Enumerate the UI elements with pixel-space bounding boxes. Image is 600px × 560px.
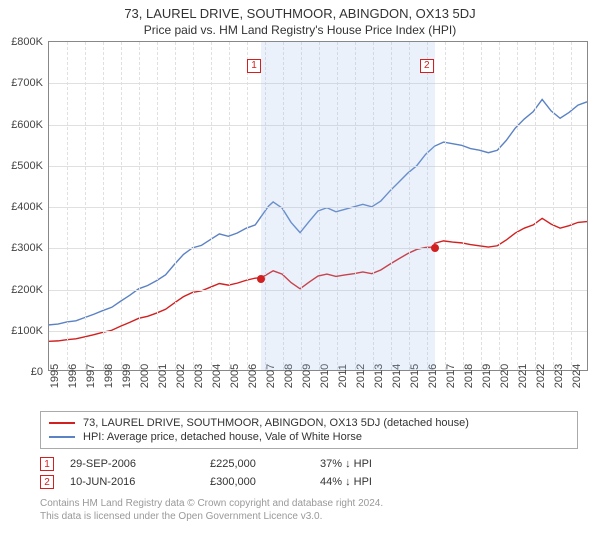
x-tick-label: 1999 (121, 364, 133, 388)
gridline-v (535, 42, 536, 370)
gridline-v (481, 42, 482, 370)
sale-date: 29-SEP-2006 (70, 458, 210, 470)
legend-row: HPI: Average price, detached house, Vale… (49, 430, 569, 444)
x-tick-label: 2020 (499, 364, 511, 388)
footnote: Contains HM Land Registry data © Crown c… (40, 497, 578, 523)
x-tick-label: 2005 (229, 364, 241, 388)
sale-index-box: 2 (40, 475, 54, 489)
x-tick-label: 2018 (463, 364, 475, 388)
x-tick-label: 1998 (103, 364, 115, 388)
gridline-v (175, 42, 176, 370)
sale-delta: 37% ↓ HPI (320, 458, 440, 470)
y-tick-label: £800K (11, 36, 43, 48)
x-tick-label: 2021 (517, 364, 529, 388)
gridline-v (121, 42, 122, 370)
gridline-v (247, 42, 248, 370)
gridline-v (157, 42, 158, 370)
gridline-v (67, 42, 68, 370)
gridline-v (211, 42, 212, 370)
x-tick-label: 2004 (211, 364, 223, 388)
x-tick-label: 1996 (67, 364, 79, 388)
y-tick-label: £500K (11, 160, 43, 172)
chart-container: 73, LAUREL DRIVE, SOUTHMOOR, ABINGDON, O… (0, 0, 600, 560)
x-tick-label: 2023 (553, 364, 565, 388)
sale-index-box: 1 (40, 457, 54, 471)
x-tick-label: 1997 (85, 364, 97, 388)
y-tick-label: £0 (31, 366, 43, 378)
gridline-v (463, 42, 464, 370)
gridline-v (445, 42, 446, 370)
sale-date: 10-JUN-2016 (70, 476, 210, 488)
x-tick-label: 2000 (139, 364, 151, 388)
gridline-v (85, 42, 86, 370)
chart-subtitle: Price paid vs. HM Land Registry's House … (0, 21, 600, 41)
x-tick-label: 2017 (445, 364, 457, 388)
gridline-v (499, 42, 500, 370)
legend: 73, LAUREL DRIVE, SOUTHMOOR, ABINGDON, O… (40, 411, 578, 449)
x-tick-label: 2001 (157, 364, 169, 388)
gridline-v (229, 42, 230, 370)
sale-marker-dot (431, 244, 439, 252)
sale-row: 2 10-JUN-2016£300,00044% ↓ HPI (40, 473, 578, 491)
y-tick-label: £200K (11, 284, 43, 296)
footnote-line: Contains HM Land Registry data © Crown c… (40, 497, 578, 510)
sales-table: 1 29-SEP-2006£225,00037% ↓ HPI 2 10-JUN-201… (40, 455, 578, 491)
gridline-v (571, 42, 572, 370)
gridline-v (103, 42, 104, 370)
sale-delta: 44% ↓ HPI (320, 476, 440, 488)
gridline-v (193, 42, 194, 370)
x-tick-label: 2019 (481, 364, 493, 388)
x-tick-label: 1995 (49, 364, 61, 388)
gridline-v (517, 42, 518, 370)
y-tick-label: £100K (11, 325, 43, 337)
y-tick-label: £700K (11, 77, 43, 89)
x-tick-label: 2006 (247, 364, 259, 388)
sale-marker-label: 2 (420, 59, 434, 73)
sale-row: 1 29-SEP-2006£225,00037% ↓ HPI (40, 455, 578, 473)
y-tick-label: £600K (11, 119, 43, 131)
x-tick-label: 2024 (571, 364, 583, 388)
sale-price: £300,000 (210, 476, 320, 488)
x-tick-label: 2002 (175, 364, 187, 388)
x-tick-label: 2003 (193, 364, 205, 388)
legend-row: 73, LAUREL DRIVE, SOUTHMOOR, ABINGDON, O… (49, 416, 569, 430)
x-tick-label: 2022 (535, 364, 547, 388)
sale-marker-dot (257, 275, 265, 283)
sale-marker-label: 1 (247, 59, 261, 73)
footnote-line: This data is licensed under the Open Gov… (40, 510, 578, 523)
y-tick-label: £400K (11, 201, 43, 213)
y-tick-label: £300K (11, 242, 43, 254)
legend-label: 73, LAUREL DRIVE, SOUTHMOOR, ABINGDON, O… (83, 417, 469, 429)
chart-area: £0£100K£200K£300K£400K£500K£600K£700K£80… (48, 41, 588, 407)
sale-price: £225,000 (210, 458, 320, 470)
highlight-band (261, 42, 435, 370)
legend-swatch (49, 422, 75, 424)
legend-label: HPI: Average price, detached house, Vale… (83, 431, 362, 443)
gridline-v (139, 42, 140, 370)
plot-region: £0£100K£200K£300K£400K£500K£600K£700K£80… (48, 41, 588, 371)
legend-swatch (49, 436, 75, 438)
gridline-v (553, 42, 554, 370)
chart-title: 73, LAUREL DRIVE, SOUTHMOOR, ABINGDON, O… (0, 0, 600, 21)
